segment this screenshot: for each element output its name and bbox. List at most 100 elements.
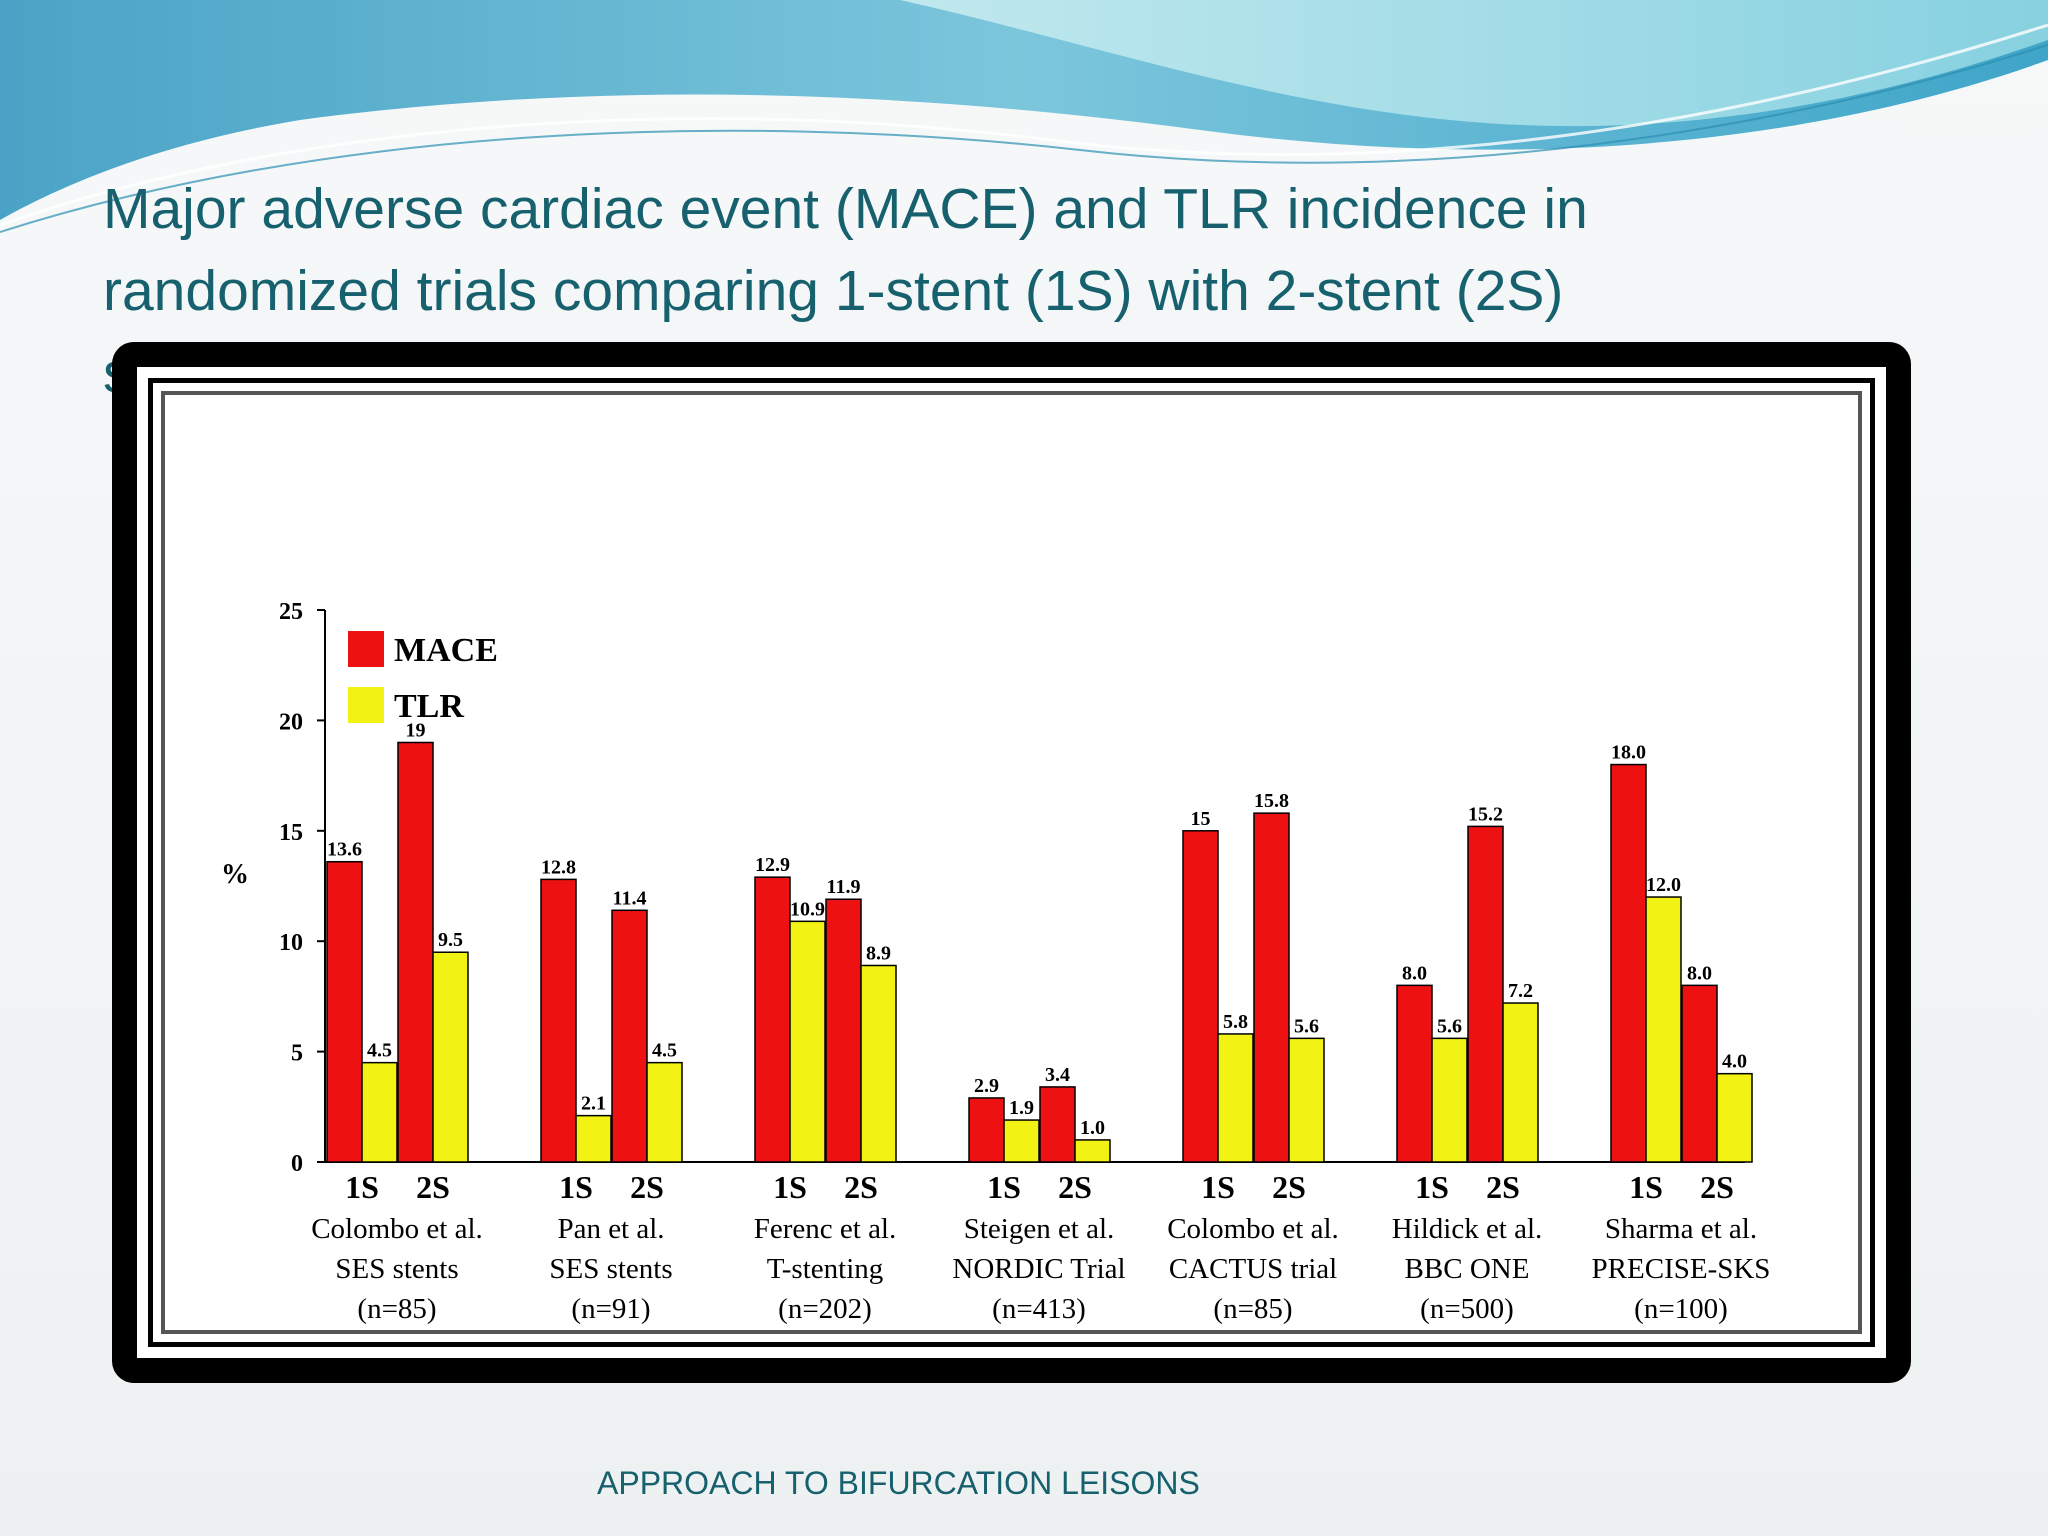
bar-mace [1396, 984, 1433, 1163]
x-tick-label-arm: 1S [559, 1169, 593, 1205]
x-group-label: (n=500) [1420, 1293, 1514, 1325]
bar-mace [1182, 830, 1219, 1163]
y-tick-label: 5 [291, 1041, 303, 1067]
x-group-label: (n=202) [778, 1293, 872, 1325]
bar-tlr [432, 951, 469, 1163]
data-label-tlr: 5.6 [1294, 1015, 1319, 1037]
data-label-tlr: 1.9 [1009, 1097, 1034, 1119]
data-label-tlr: 2.1 [581, 1093, 606, 1115]
x-tick-label-arm: 1S [987, 1169, 1021, 1205]
bar-tlr [1074, 1139, 1111, 1163]
data-label-mace: 13.6 [327, 839, 362, 861]
bar-mace [1467, 825, 1504, 1163]
x-group-label: (n=91) [571, 1293, 650, 1325]
data-label-tlr: 10.9 [790, 898, 825, 920]
x-group-label: Steigen et al. [964, 1213, 1115, 1245]
x-group-label: NORDIC Trial [952, 1253, 1125, 1285]
x-group-label: CACTUS trial [1169, 1253, 1337, 1285]
x-tick-label-arm: 1S [345, 1169, 379, 1205]
y-axis-label: % [221, 859, 249, 890]
x-tick-label-arm: 1S [1201, 1169, 1235, 1205]
y-tick-label: 15 [279, 820, 303, 846]
chart-frame: 0 5 10 15 20 25% MACE TLR 13.6 4.5 1S 19 9.5 2S Colomb… [112, 342, 1911, 1383]
x-group-label: (n=100) [1634, 1293, 1728, 1325]
data-label-mace: 19 [406, 719, 426, 741]
y-tick-label: 10 [279, 930, 303, 956]
bar-mace [540, 878, 577, 1163]
legend-swatch-mace [348, 631, 384, 667]
x-group-label: Colombo et al. [1167, 1213, 1339, 1245]
x-group-label: (n=85) [1213, 1293, 1292, 1325]
bar-mace [611, 909, 648, 1163]
bar-tlr [646, 1061, 683, 1163]
x-tick-label-arm: 2S [416, 1169, 450, 1205]
data-label-mace: 11.9 [827, 876, 861, 898]
x-group-label: Hildick et al. [1392, 1213, 1543, 1245]
data-label-tlr: 12.0 [1646, 874, 1681, 896]
bar-mace [1610, 763, 1647, 1163]
data-label-tlr: 8.9 [866, 942, 891, 964]
x-tick-label-arm: 1S [773, 1169, 807, 1205]
bar-tlr [575, 1114, 612, 1163]
x-group-label: (n=85) [357, 1293, 436, 1325]
bar-tlr [1288, 1037, 1325, 1163]
bar-chart: 0 5 10 15 20 25% MACE TLR 13.6 4.5 1S 19 9.5 2S Colomb… [221, 599, 1771, 1325]
data-label-mace: 2.9 [974, 1075, 999, 1097]
legend-swatch-tlr [348, 687, 384, 723]
bar-tlr [789, 920, 826, 1163]
bar-mace [1253, 812, 1290, 1163]
x-group-label: T-stenting [767, 1253, 884, 1285]
bar-mace [326, 860, 363, 1163]
data-label-tlr: 5.8 [1223, 1011, 1248, 1033]
data-label-tlr: 9.5 [438, 929, 463, 951]
data-label-tlr: 5.6 [1437, 1015, 1462, 1037]
x-group-label: (n=413) [992, 1293, 1086, 1325]
x-tick-label-arm: 2S [1700, 1169, 1734, 1205]
x-group-label: SES stents [335, 1253, 458, 1285]
data-label-mace: 12.9 [755, 854, 790, 876]
data-label-tlr: 7.2 [1508, 980, 1533, 1002]
x-group-label: Sharma et al. [1605, 1213, 1757, 1245]
data-label-mace: 8.0 [1687, 962, 1712, 984]
y-tick-label: 25 [279, 599, 303, 625]
x-group-label: Ferenc et al. [754, 1213, 897, 1245]
bar-tlr [860, 964, 897, 1163]
y-tick-label: 0 [291, 1151, 303, 1177]
legend-label-mace: MACE [394, 632, 498, 669]
data-label-tlr: 4.0 [1722, 1051, 1747, 1073]
legend-label-tlr: TLR [394, 688, 464, 725]
data-label-mace: 3.4 [1045, 1064, 1070, 1086]
slide-footer: APPROACH TO BIFURCATION LEISONS [597, 1465, 1200, 1501]
bar-tlr [1217, 1033, 1254, 1163]
bar-mace [397, 741, 434, 1163]
x-tick-label-arm: 2S [844, 1169, 878, 1205]
x-group-label: PRECISE-SKS [1592, 1253, 1771, 1285]
bar-tlr [1716, 1072, 1753, 1163]
header-wave-decoration [0, 0, 2048, 233]
x-group-label: Pan et al. [557, 1213, 664, 1245]
x-tick-label-arm: 2S [1486, 1169, 1520, 1205]
data-label-mace: 12.8 [541, 856, 576, 878]
data-label-mace: 15 [1191, 808, 1211, 830]
bar-mace [1681, 984, 1718, 1163]
bar-tlr [1502, 1002, 1539, 1163]
x-group-label: BBC ONE [1405, 1253, 1530, 1285]
data-label-tlr: 4.5 [652, 1040, 677, 1062]
bar-tlr [361, 1061, 398, 1163]
data-label-mace: 8.0 [1402, 962, 1427, 984]
x-group-label: Colombo et al. [311, 1213, 483, 1245]
data-label-tlr: 1.0 [1080, 1117, 1105, 1139]
chart-area: 0 5 10 15 20 25% MACE TLR 13.6 4.5 1S 19 9.5 2S Colomb… [165, 395, 1858, 1330]
bar-mace [754, 876, 791, 1163]
y-tick-label: 20 [279, 709, 303, 735]
x-tick-label-arm: 1S [1415, 1169, 1449, 1205]
data-label-mace: 18.0 [1611, 742, 1646, 764]
bar-mace [968, 1097, 1005, 1163]
bar-tlr [1003, 1119, 1040, 1163]
data-label-mace: 15.8 [1254, 790, 1289, 812]
data-label-tlr: 4.5 [367, 1040, 392, 1062]
x-tick-label-arm: 2S [1058, 1169, 1092, 1205]
data-label-mace: 15.2 [1468, 803, 1503, 825]
x-tick-label-arm: 1S [1629, 1169, 1663, 1205]
x-tick-label-arm: 2S [630, 1169, 664, 1205]
